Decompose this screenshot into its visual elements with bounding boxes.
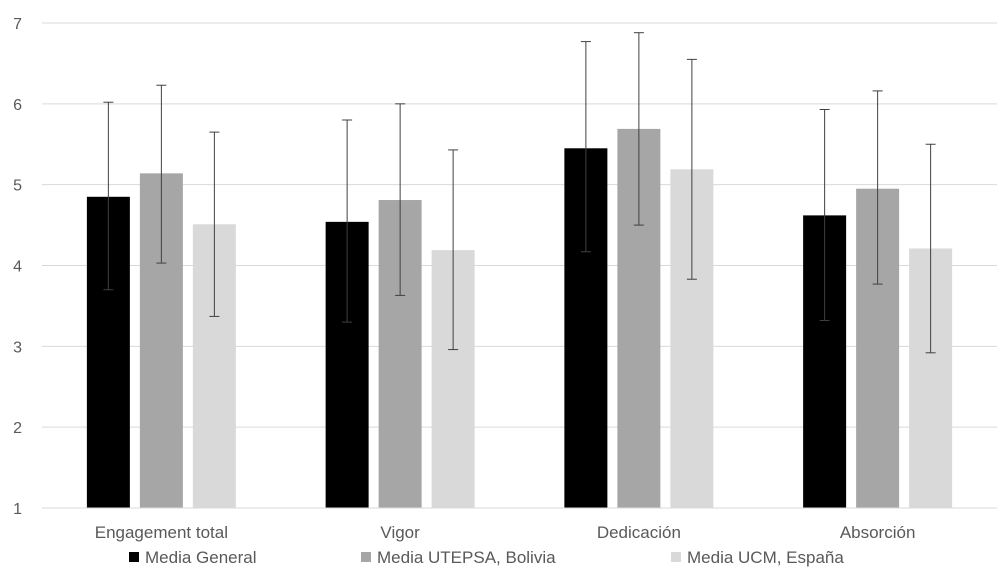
legend-swatch: [129, 552, 139, 562]
legend-swatch: [671, 552, 681, 562]
y-tick-label: 1: [13, 501, 22, 518]
y-tick-label: 6: [13, 97, 22, 114]
y-axis-tick-labels: 1 2 3 4 5 6 7: [13, 16, 22, 518]
legend-swatch: [361, 552, 371, 562]
y-tick-label: 2: [13, 420, 22, 437]
gridlines: [42, 22, 997, 428]
legend-label: Media UCM, España: [687, 548, 844, 567]
bars: [86, 128, 953, 509]
y-tick-label: 5: [13, 178, 22, 195]
x-category-label: Vigor: [380, 523, 420, 542]
x-category-label: Engagement total: [95, 523, 228, 542]
legend: Media General Media UTEPSA, Bolivia Media …: [129, 548, 844, 567]
y-tick-label: 4: [13, 259, 22, 276]
legend-item: Media UTEPSA, Bolivia: [361, 548, 556, 567]
x-axis-category-labels: Engagement total Vigor Dedicación Absorción: [95, 523, 916, 542]
legend-label: Media General: [145, 548, 257, 567]
y-tick-label: 3: [13, 339, 22, 356]
legend-label: Media UTEPSA, Bolivia: [377, 548, 556, 567]
legend-item: Media General: [129, 548, 257, 567]
error-bars: [103, 32, 936, 354]
x-category-label: Dedicación: [597, 523, 681, 542]
y-tick-label: 7: [13, 16, 22, 33]
legend-item: Media UCM, España: [671, 548, 844, 567]
x-category-label: Absorción: [840, 523, 916, 542]
